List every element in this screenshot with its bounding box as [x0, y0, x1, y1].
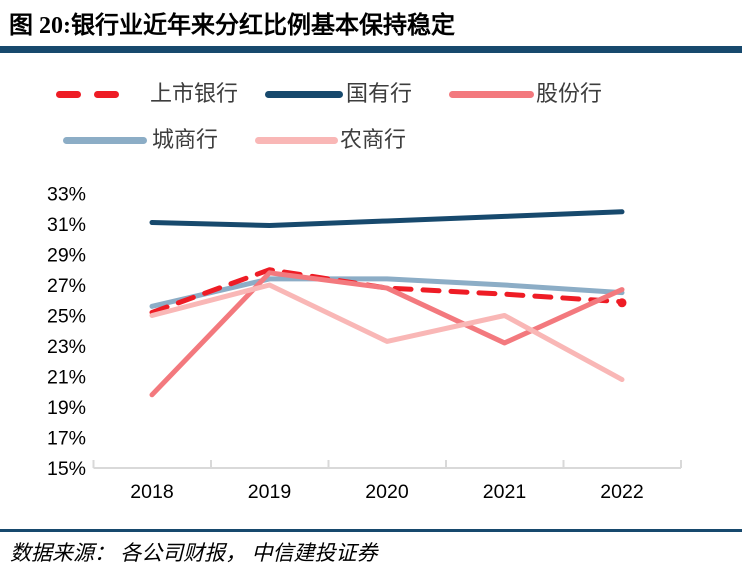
series-line-rural-commercial-banks: [149, 282, 625, 383]
x-tick-label: 2020: [365, 481, 409, 503]
y-tick-label: 15%: [47, 458, 86, 480]
y-tick-label: 23%: [47, 336, 86, 358]
legend-swatch-city-commercial-banks: [63, 136, 147, 144]
legend-dash-segment: [94, 90, 119, 98]
y-tick-label: 17%: [47, 428, 86, 450]
legend-item-joint-stock-banks: 股份行: [449, 83, 602, 105]
series-line-state-owned-banks: [149, 209, 625, 229]
y-tick-label: 31%: [47, 214, 86, 236]
legend-row-2: 城商行 农商行: [56, 125, 602, 155]
legend-dash-segment: [56, 90, 81, 98]
legend-swatch-rural-commercial-banks: [255, 136, 339, 144]
y-tick-label: 29%: [47, 245, 86, 267]
footer-divider-bar: [0, 529, 742, 532]
x-tick-label: 2019: [248, 481, 291, 503]
y-tick-label: 21%: [47, 367, 86, 389]
series-line-city-commercial-banks: [149, 276, 625, 309]
legend-row-1: 上市银行 国有行 股份行: [56, 79, 602, 109]
y-tick-label: 19%: [47, 397, 86, 419]
y-tick-label: 27%: [47, 275, 86, 297]
legend-label-listed-banks: 上市银行: [150, 81, 239, 106]
series-end-dot-listed-banks: [617, 298, 627, 308]
y-tick-label: 25%: [47, 306, 86, 328]
x-tick-label: 2022: [600, 481, 643, 503]
legend-item-state-owned-banks: 国有行: [265, 83, 412, 105]
legend-label-rural-commercial-banks: 农商行: [340, 127, 407, 152]
legend-swatch-listed-banks: [56, 90, 119, 98]
data-source-note: 数据来源： 各公司财报， 中信建投证券: [10, 541, 378, 565]
legend-swatch-state-owned-banks: [265, 90, 344, 98]
legend-label-joint-stock-banks: 股份行: [536, 81, 603, 106]
title-divider-bar: [0, 46, 742, 53]
legend-item-rural-commercial-banks: 农商行: [255, 129, 406, 151]
legend-item-listed-banks: 上市银行: [56, 83, 238, 105]
legend-swatch-joint-stock-banks: [449, 90, 535, 98]
legend-label-city-commercial-banks: 城商行: [152, 127, 219, 152]
y-tick-label: 33%: [47, 184, 86, 206]
x-tick-label: 2021: [483, 481, 526, 503]
chart-legend: 上市银行 国有行 股份行 城商行 农商行: [56, 79, 602, 171]
series-line-listed-banks: [149, 267, 625, 315]
series-line-joint-stock-banks: [149, 270, 625, 398]
legend-label-state-owned-banks: 国有行: [346, 81, 413, 106]
figure-title: 图 20:银行业近年来分红比例基本保持稳定: [9, 13, 455, 39]
x-tick-label: 2018: [130, 481, 173, 503]
legend-item-city-commercial-banks: 城商行: [63, 129, 218, 151]
